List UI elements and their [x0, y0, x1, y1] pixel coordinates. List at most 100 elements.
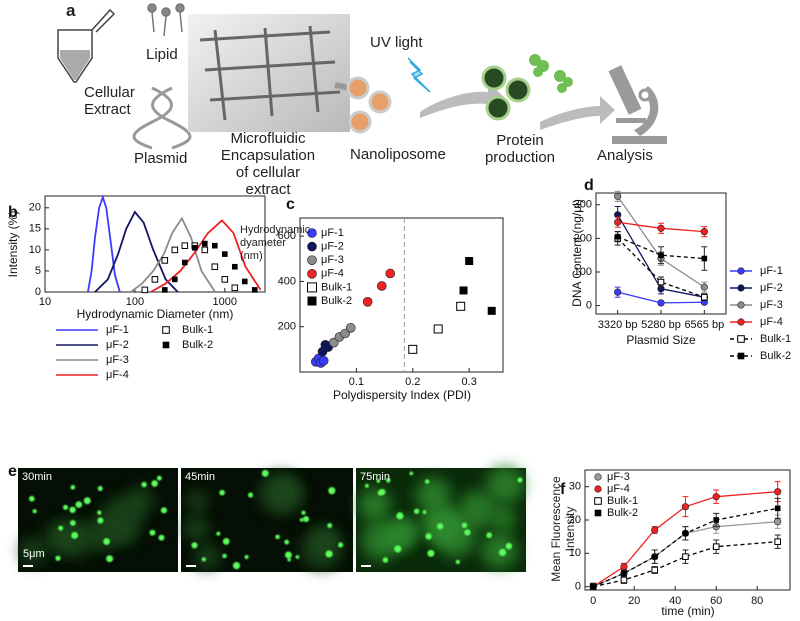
- protein-icons: [529, 54, 573, 93]
- protein-label: Protein production: [484, 132, 556, 166]
- marker: [222, 251, 228, 257]
- vesicle: [394, 545, 402, 553]
- y-tick-label: 400: [278, 275, 296, 287]
- x-tick-label: 1000: [213, 296, 237, 308]
- legend-marker: [737, 335, 745, 343]
- marker: [700, 283, 708, 291]
- x-tick-label: 10: [39, 296, 51, 308]
- vesicle: [158, 534, 165, 541]
- vesicle: [275, 534, 280, 540]
- y-tick-label: 100: [574, 266, 592, 278]
- marker: [340, 328, 350, 339]
- marker: [700, 228, 708, 236]
- vesicle: [160, 507, 168, 514]
- marker: [651, 566, 659, 574]
- vesicle: [70, 485, 76, 490]
- panel-label: c: [286, 196, 295, 213]
- marker: [221, 276, 229, 283]
- vesicle: [97, 510, 102, 515]
- marker: [345, 323, 356, 333]
- marker: [181, 242, 189, 249]
- y-axis-label: Intensity (%): [6, 211, 20, 278]
- vesicle: [69, 520, 76, 526]
- marker: [182, 259, 188, 266]
- marker: [192, 244, 198, 251]
- vesicle: [149, 529, 156, 536]
- panel-label: f: [560, 481, 566, 498]
- y-tick-label: 0: [35, 286, 41, 298]
- vesicle: [303, 515, 310, 523]
- y-tick-label: 600: [278, 230, 296, 242]
- microscope-icon: [608, 65, 667, 144]
- x-tick-label: 0: [590, 595, 596, 607]
- vesicle: [396, 512, 404, 520]
- vesicle: [62, 504, 69, 510]
- y-tick-label: 5: [35, 265, 41, 277]
- marker: [682, 530, 689, 537]
- vesicle: [284, 551, 292, 559]
- x-axis-label: Hydrodynamic Diameter (nm): [77, 307, 234, 321]
- marker: [651, 526, 659, 534]
- marker: [614, 288, 622, 296]
- vesicle: [385, 478, 391, 483]
- vesicle: [364, 483, 369, 488]
- vesicle: [425, 533, 432, 540]
- background-glow: [194, 544, 220, 570]
- plasmid-label: Plasmid: [134, 150, 188, 167]
- vesicle: [55, 555, 61, 561]
- marker: [614, 192, 622, 200]
- legend-label: μF-2: [321, 241, 344, 253]
- vesicle: [156, 475, 162, 481]
- marker: [459, 286, 468, 295]
- series-line: [592, 491, 778, 588]
- marker: [456, 301, 466, 311]
- legend-marker: [594, 509, 602, 517]
- legend-label: μF-4: [760, 316, 783, 328]
- y-tick-label: 15: [29, 223, 41, 235]
- marker: [713, 517, 719, 523]
- microscopy-image: [356, 465, 526, 572]
- panel-label: e: [8, 463, 17, 480]
- vesicle: [422, 510, 427, 515]
- marker: [211, 263, 219, 271]
- vesicle: [461, 522, 468, 528]
- plot-frame: [299, 217, 504, 373]
- marker: [658, 252, 664, 258]
- background-glow: [491, 506, 516, 531]
- legend-marker: [594, 497, 602, 505]
- marker: [232, 263, 238, 270]
- marker: [172, 276, 178, 283]
- vesicle: [75, 501, 83, 508]
- y-axis-label: DNA Content (ng/μl): [570, 199, 584, 307]
- plot-frame: [584, 469, 791, 591]
- vesicle: [377, 489, 384, 496]
- legend-label: μF-2: [106, 339, 129, 351]
- marker: [712, 543, 720, 550]
- marker: [487, 306, 496, 315]
- vesicle: [437, 523, 444, 530]
- y-tick-label: 10: [569, 547, 581, 559]
- x-tick-label: 80: [751, 595, 763, 607]
- legend-marker: [737, 267, 745, 275]
- x-axis-label: Polydispersity Index (PDI): [333, 388, 471, 402]
- series-line: [617, 195, 705, 288]
- x-tick-label: 20: [628, 595, 640, 607]
- marker: [408, 344, 418, 354]
- vesicle: [328, 487, 336, 495]
- marker: [620, 576, 628, 584]
- legend-marker: [307, 296, 317, 306]
- vesicle: [71, 531, 79, 539]
- marker: [201, 240, 208, 247]
- marker: [701, 293, 708, 301]
- vesicle: [301, 510, 306, 515]
- vesicle: [287, 557, 292, 562]
- vesicle: [486, 532, 492, 539]
- x-tick-label: 0.1: [349, 376, 364, 388]
- vesicle: [151, 480, 158, 487]
- marker: [465, 257, 474, 266]
- series-line: [593, 541, 778, 588]
- time-label: 45min: [185, 471, 215, 483]
- marker: [201, 246, 209, 254]
- vesicle: [247, 492, 254, 498]
